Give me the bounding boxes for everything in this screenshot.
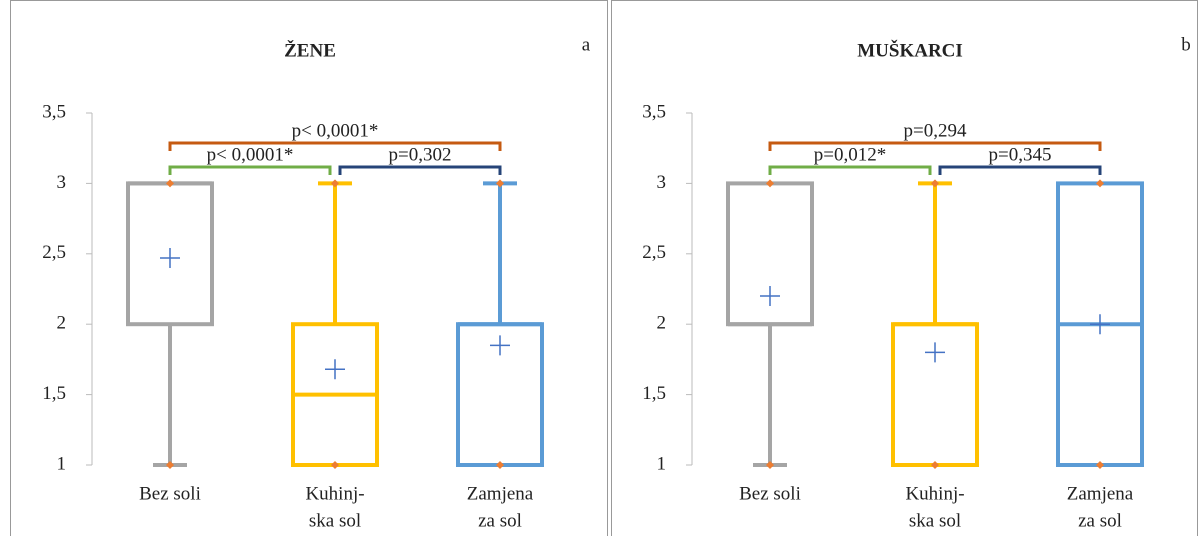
x-tick-label: Zamjena	[467, 483, 534, 504]
point	[496, 179, 504, 188]
panel-label: b	[1181, 34, 1191, 55]
point	[331, 179, 339, 188]
annotation: p< 0,0001*	[207, 144, 294, 165]
x-tick-label: ska sol	[909, 510, 961, 531]
x-tick-label: Zamjena	[1067, 483, 1134, 504]
bracket	[768, 141, 1102, 151]
chart-title: MUŠKARCI	[857, 39, 963, 61]
point	[931, 179, 939, 188]
mean-marker	[325, 359, 345, 380]
bracket	[768, 165, 932, 175]
x-tick-label: Bez soli	[739, 483, 801, 504]
bracket	[168, 141, 502, 151]
point	[166, 461, 174, 469]
y-tick-label: 1	[657, 453, 667, 474]
y-tick-label: 3,5	[42, 101, 66, 122]
panel-border	[10, 0, 608, 536]
y-tick-label: 3	[57, 172, 67, 193]
annotation: p=0,012*	[814, 144, 886, 165]
y-tick-label: 2,5	[642, 242, 666, 263]
annotation: p< 0,0001*	[292, 120, 379, 141]
x-tick-label: Bez soli	[139, 483, 201, 504]
y-tick-label: 1,5	[642, 383, 666, 404]
x-tick-label: ska sol	[309, 510, 361, 531]
y-tick-label: 1	[57, 453, 67, 474]
bracket	[168, 165, 332, 175]
y-tick-label: 2	[57, 313, 67, 334]
x-tick-label: za sol	[478, 510, 522, 531]
point	[766, 179, 774, 188]
panel-label: a	[582, 34, 591, 55]
mean-marker	[160, 248, 180, 269]
point	[166, 179, 174, 188]
mean-marker	[760, 286, 780, 307]
chart-title: ŽENE	[284, 39, 336, 61]
mean-marker	[490, 335, 510, 356]
x-tick-label: Kuhinj-	[305, 483, 364, 504]
y-tick-label: 1,5	[42, 383, 66, 404]
point	[931, 461, 939, 469]
point	[1096, 179, 1104, 188]
x-tick-label: Kuhinj-	[905, 483, 964, 504]
point	[496, 461, 504, 469]
point	[331, 461, 339, 469]
y-tick-label: 2	[657, 313, 667, 334]
annotation: p=0,302	[389, 144, 452, 165]
bracket	[338, 165, 502, 175]
y-tick-label: 3,5	[642, 101, 666, 122]
point	[766, 461, 774, 469]
y-tick-label: 3	[657, 172, 667, 193]
annotation: p=0,345	[989, 144, 1052, 165]
panel-border	[611, 0, 1198, 536]
mean-marker	[1090, 314, 1110, 335]
point	[1096, 461, 1104, 469]
annotation: p=0,294	[904, 120, 967, 141]
y-tick-label: 2,5	[42, 242, 66, 263]
x-tick-label: za sol	[1078, 510, 1122, 531]
mean-marker	[925, 342, 945, 363]
bracket	[938, 165, 1102, 175]
